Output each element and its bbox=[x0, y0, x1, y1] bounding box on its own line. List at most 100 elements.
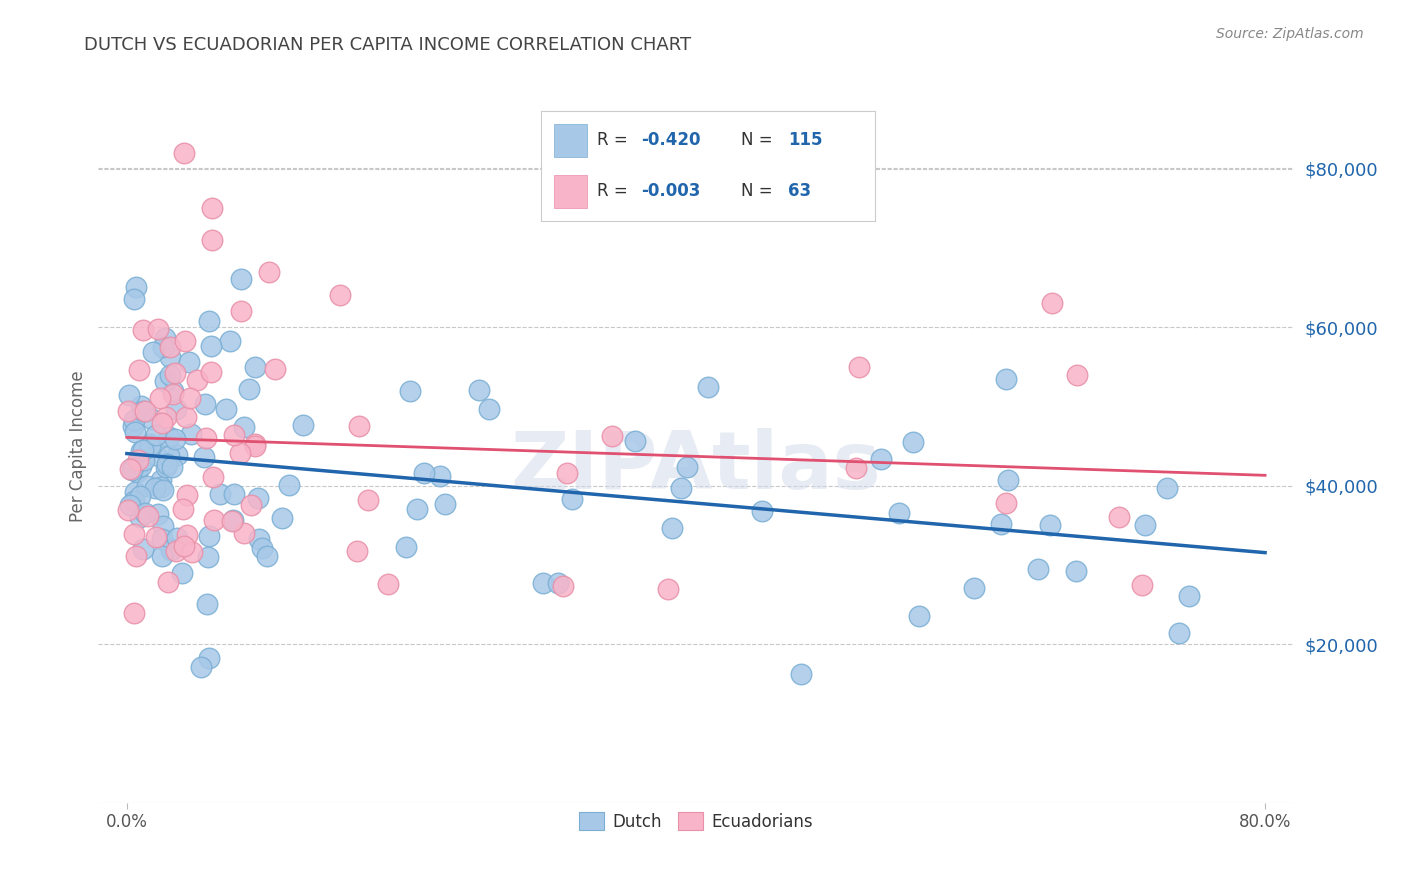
Point bbox=[152, 483, 174, 498]
Point bbox=[224, 487, 246, 501]
Point bbox=[845, 461, 868, 475]
Point bbox=[478, 401, 501, 416]
Point bbox=[122, 493, 145, 508]
Point bbox=[117, 403, 139, 417]
Point bbox=[176, 488, 198, 502]
Point bbox=[201, 233, 224, 247]
Point bbox=[173, 334, 195, 348]
Point bbox=[962, 581, 984, 595]
Point bbox=[129, 444, 152, 458]
Point bbox=[200, 339, 222, 353]
Point bbox=[190, 660, 212, 674]
Point bbox=[247, 491, 270, 506]
Point bbox=[1039, 518, 1062, 533]
Point bbox=[150, 549, 173, 563]
Point bbox=[669, 482, 692, 496]
Point bbox=[159, 340, 181, 354]
Point bbox=[887, 506, 910, 520]
Point bbox=[271, 511, 294, 525]
Point bbox=[193, 450, 215, 465]
Point bbox=[118, 462, 141, 476]
Point bbox=[195, 431, 218, 445]
Point bbox=[555, 467, 578, 481]
Point bbox=[134, 506, 156, 520]
Point bbox=[156, 457, 179, 471]
Point bbox=[127, 452, 149, 467]
Point bbox=[357, 493, 380, 508]
Point bbox=[165, 544, 187, 558]
Point bbox=[848, 359, 870, 374]
Point bbox=[202, 513, 225, 527]
Point bbox=[1040, 296, 1063, 310]
Point bbox=[162, 384, 184, 398]
Point bbox=[195, 597, 218, 611]
Point bbox=[152, 340, 174, 354]
Point bbox=[157, 430, 180, 444]
Point bbox=[124, 485, 146, 500]
Point bbox=[219, 334, 242, 348]
Point bbox=[122, 606, 145, 620]
Point bbox=[152, 519, 174, 533]
Point bbox=[186, 373, 208, 387]
Point bbox=[166, 448, 188, 462]
Point bbox=[277, 478, 299, 492]
Point bbox=[118, 499, 141, 513]
Point bbox=[173, 539, 195, 553]
Point bbox=[197, 550, 219, 565]
Point bbox=[172, 566, 194, 581]
Point bbox=[155, 410, 177, 425]
Point bbox=[124, 280, 146, 294]
Point bbox=[657, 582, 679, 596]
Point bbox=[145, 530, 167, 544]
Point bbox=[233, 419, 256, 434]
Point bbox=[128, 363, 150, 377]
Point bbox=[132, 443, 155, 458]
Point bbox=[132, 323, 155, 337]
Point bbox=[145, 427, 167, 442]
Point bbox=[173, 145, 195, 160]
Point bbox=[124, 526, 146, 541]
Point bbox=[162, 387, 184, 401]
Point bbox=[624, 434, 647, 449]
Point bbox=[291, 418, 314, 433]
Point bbox=[129, 459, 152, 474]
Point bbox=[1066, 368, 1088, 383]
Point bbox=[118, 388, 141, 402]
Point bbox=[153, 375, 176, 389]
Point bbox=[122, 459, 145, 474]
Point bbox=[157, 449, 180, 463]
Point bbox=[198, 650, 221, 665]
Point bbox=[134, 404, 156, 418]
Point bbox=[125, 549, 148, 563]
Point bbox=[349, 419, 371, 434]
Point bbox=[250, 541, 273, 556]
Point bbox=[138, 439, 160, 453]
Point bbox=[145, 448, 167, 462]
Point bbox=[433, 497, 456, 511]
Point bbox=[245, 437, 267, 451]
Point bbox=[166, 531, 188, 545]
Text: ZIPAtlas: ZIPAtlas bbox=[510, 428, 882, 507]
Point bbox=[346, 544, 368, 558]
Point bbox=[1156, 481, 1178, 495]
Point bbox=[901, 435, 924, 450]
Point bbox=[124, 425, 146, 439]
Point bbox=[163, 433, 186, 447]
Point bbox=[994, 372, 1017, 386]
Point bbox=[240, 499, 263, 513]
Point bbox=[202, 469, 225, 483]
Point bbox=[413, 467, 436, 481]
Point bbox=[160, 542, 183, 557]
Point bbox=[907, 608, 929, 623]
Point bbox=[128, 489, 150, 503]
Point bbox=[222, 428, 245, 442]
Point bbox=[180, 427, 202, 442]
Point bbox=[122, 292, 145, 306]
Point bbox=[395, 540, 418, 554]
Y-axis label: Per Capita Income: Per Capita Income bbox=[69, 370, 87, 522]
Point bbox=[132, 542, 155, 557]
Point bbox=[194, 397, 217, 411]
Point bbox=[247, 533, 270, 547]
Point bbox=[751, 504, 773, 518]
Point bbox=[870, 451, 893, 466]
